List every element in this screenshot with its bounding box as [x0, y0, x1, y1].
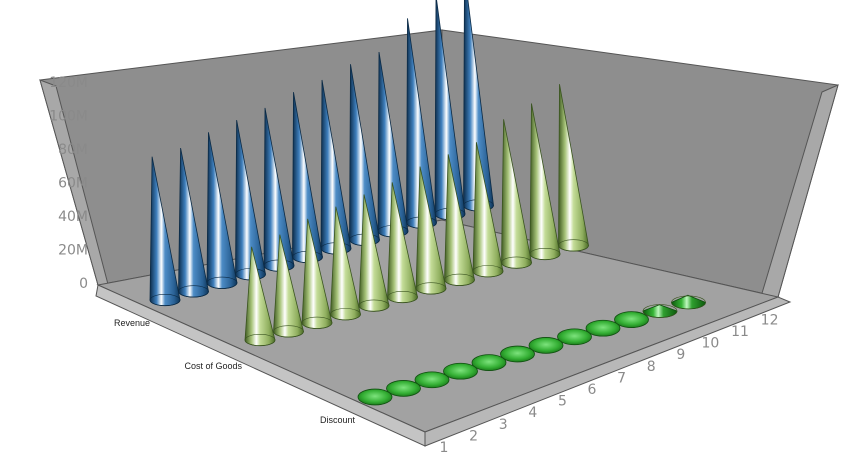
x-tick-label: 5	[558, 394, 567, 410]
cone-mark	[206, 132, 238, 289]
cone-mark	[273, 234, 304, 338]
series-axis: Revenue Cost of Goods Discount	[114, 318, 356, 425]
x-tick-label: 4	[528, 405, 537, 421]
x-tick-label: 6	[588, 382, 597, 398]
cone-mark	[558, 84, 589, 252]
cone-mark	[330, 206, 361, 321]
series-label: Cost of Goods	[184, 361, 242, 371]
x-tick-label: 3	[499, 417, 508, 433]
cone-mark	[642, 304, 678, 318]
cone-mark	[614, 311, 649, 328]
x-tick-label: 8	[647, 359, 656, 375]
plot-area	[149, 0, 706, 406]
cone-mark	[178, 147, 209, 298]
y-tick-label: 40M	[58, 209, 88, 225]
cone-mark	[671, 294, 706, 310]
cone-mark	[414, 371, 450, 389]
cone-mark	[149, 156, 181, 307]
x-tick-label: 7	[617, 370, 626, 386]
x-tick-label: 9	[676, 347, 685, 363]
floor-right-edge	[424, 296, 792, 447]
cone-mark	[444, 154, 475, 286]
cone-mark	[585, 319, 621, 337]
cone-mark	[557, 328, 592, 346]
cone-mark	[443, 362, 478, 380]
y-tick-label: 80M	[58, 142, 88, 158]
cone-mark	[358, 194, 390, 312]
cone-mark	[357, 388, 393, 406]
cone-mark	[500, 345, 535, 363]
series-label: Discount	[320, 415, 356, 425]
y-tick-label: 100M	[49, 109, 88, 125]
y-tick-label: 20M	[58, 243, 88, 259]
x-tick-label: 10	[701, 336, 719, 352]
y-tick-label: 60M	[58, 176, 88, 192]
cone-mark	[471, 354, 507, 371]
x-tick-label: 1	[440, 440, 449, 456]
series-label: Revenue	[114, 318, 150, 328]
cone-mark	[387, 182, 418, 304]
y-tick-label: 0	[79, 276, 88, 292]
x-tick-label: 2	[469, 428, 478, 444]
cone-mark	[386, 380, 421, 397]
y-axis: 0 20M 40M 60M 80M 100M 120M	[49, 75, 88, 292]
x-tick-label: 12	[761, 312, 779, 328]
cone-mark	[244, 246, 276, 347]
y-tick-label: 120M	[49, 75, 88, 91]
cone-mark	[301, 218, 333, 329]
x-tick-label: 11	[731, 324, 749, 340]
cone-mark	[528, 337, 564, 354]
